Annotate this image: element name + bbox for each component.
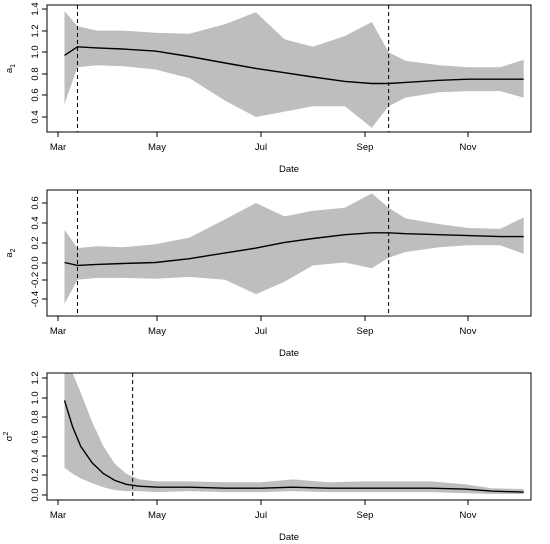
y-tick-label: -0.4 <box>30 291 41 307</box>
y-tick-label: 0.0 <box>30 256 41 269</box>
y-tick-label: 0.6 <box>30 430 41 443</box>
plot-frame <box>46 189 532 317</box>
y-axis-title-subscript: 2 <box>10 248 17 252</box>
x-tick-label: Nov <box>460 326 477 337</box>
y-tick-label: 0.8 <box>30 410 41 423</box>
confidence-band <box>64 193 524 304</box>
y-tick-label: 0.4 <box>30 449 41 462</box>
y-tick-label: 0.8 <box>30 67 41 80</box>
y-tick-label: 0.6 <box>30 196 41 209</box>
y-axis-title-base: a <box>4 252 15 258</box>
y-axis-title-base: a <box>4 67 15 73</box>
estimate-line <box>63 400 524 493</box>
x-axis-title: Date <box>279 164 299 175</box>
x-tick-label: Mar <box>50 142 66 153</box>
panel-a2: Mar May Jul Sep Nov -0.4 -0.2 0.0 0.2 0.4 0.6 Date a… <box>4 189 532 359</box>
y-tick-label: 1.2 <box>30 24 41 37</box>
confidence-band <box>64 11 524 128</box>
x-tick-label: Nov <box>460 142 477 153</box>
y-tick-label: 0.4 <box>30 216 41 229</box>
panel-sigma2: Mar May Jul Sep Nov 0.0 0.2 0.4 0.6 0.8 1.0 1.2 Date… <box>3 371 532 543</box>
y-tick-label: 0.2 <box>30 236 41 249</box>
x-axis-title: Date <box>279 348 299 359</box>
x-tick-label: Jul <box>255 142 267 153</box>
estimate-line <box>64 46 524 85</box>
x-tick-label: Jul <box>255 510 267 521</box>
x-tick-label: Jul <box>255 326 267 337</box>
y-axis-title: σ2 <box>3 432 15 442</box>
x-tick-label: Sep <box>357 142 374 153</box>
x-tick-label: May <box>148 326 166 337</box>
x-tick-label: Nov <box>460 510 477 521</box>
x-tick-label: Mar <box>50 510 66 521</box>
plot-area <box>63 373 524 494</box>
plot-frame <box>46 4 532 133</box>
y-axis-title: a1 <box>4 64 17 73</box>
y-tick-label: -0.2 <box>30 272 41 288</box>
y-tick-label: 1.4 <box>30 2 41 15</box>
x-tick-label: Sep <box>357 326 374 337</box>
x-axis-title: Date <box>279 532 299 543</box>
panel-a1: Mar May Jul Sep Nov 0.4 0.6 0.8 1.0 1.2 1.4 Date a1 <box>4 2 532 175</box>
y-tick-label: 1.2 <box>30 371 41 384</box>
y-axis-title: a2 <box>4 248 17 257</box>
y-tick-label: 0.4 <box>30 110 41 123</box>
confidence-band <box>64 373 524 494</box>
y-tick-label: 1.0 <box>30 391 41 404</box>
x-tick-label: Sep <box>357 510 374 521</box>
y-axis-title-superscript: 2 <box>3 432 10 436</box>
plot-area <box>64 11 524 128</box>
y-tick-label: 1.0 <box>30 45 41 58</box>
x-tick-label: Mar <box>50 326 66 337</box>
y-tick-label: 0.6 <box>30 88 41 101</box>
x-tick-label: May <box>148 510 166 521</box>
y-tick-label: 0.2 <box>30 468 41 481</box>
y-axis-title-base: σ <box>4 435 15 441</box>
x-tick-label: May <box>148 142 166 153</box>
y-tick-label: 0.0 <box>30 488 41 501</box>
estimate-line <box>64 232 524 267</box>
y-axis-title-subscript: 1 <box>10 64 17 68</box>
plot-area <box>64 193 524 304</box>
